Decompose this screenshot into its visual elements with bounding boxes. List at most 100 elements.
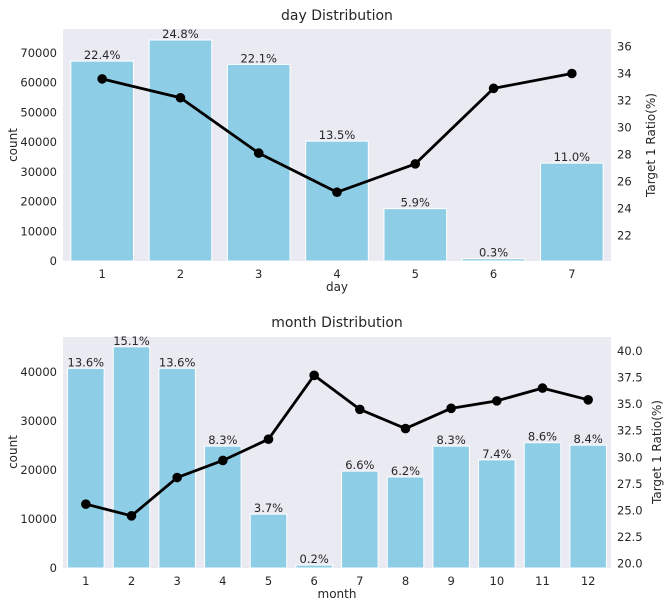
month-bar-label: 3.7% xyxy=(254,501,283,515)
month-plot-area xyxy=(63,337,611,568)
day-y-tick-label: 50000 xyxy=(20,105,57,119)
month-x-tick-label: 6 xyxy=(311,574,318,588)
month-bar-label: 0.2% xyxy=(300,552,329,566)
day-bar-label: 24.8% xyxy=(162,27,199,41)
day-ratio-point xyxy=(410,159,421,169)
month-bar-label: 8.6% xyxy=(528,430,557,444)
day-x-tick-label: 4 xyxy=(333,267,340,281)
day-y2-axis-label: Target 1 Ratio(%) xyxy=(644,93,658,198)
day-y-tick-label: 0 xyxy=(50,254,57,268)
month-y2-axis-label: Target 1 Ratio(%) xyxy=(650,400,664,505)
day-bar-label: 22.1% xyxy=(240,51,277,65)
day-y-tick-label: 60000 xyxy=(20,76,57,90)
month-bar xyxy=(295,564,333,569)
day-y-ticks: 0 10000 20000 30000 40000 50000 60000 70000 xyxy=(20,46,57,268)
month-bar-label: 13.6% xyxy=(68,355,105,369)
day-ratio-point xyxy=(332,187,342,198)
day-y2-tick-label: 32 xyxy=(617,93,632,107)
month-ratio-point xyxy=(492,396,502,406)
month-bar xyxy=(112,346,151,569)
day-x-tick-label: 1 xyxy=(98,267,105,281)
month-x-ticks: 1 2 3 4 5 6 7 8 9 10 11 12 xyxy=(82,574,595,588)
month-y2-tick-label: 35.0 xyxy=(617,397,643,411)
day-y-tick-label: 10000 xyxy=(20,224,57,238)
month-x-tick-label: 12 xyxy=(581,574,596,588)
month-x-tick-label: 10 xyxy=(490,574,505,588)
month-ratio-line-path xyxy=(85,373,589,518)
month-y2-tick-label: 25.0 xyxy=(617,504,643,518)
month-bar-label: 7.4% xyxy=(482,447,511,461)
month-y-tick-label: 0 xyxy=(50,561,57,575)
month-y2-tick-label: 30.0 xyxy=(617,450,643,464)
month-y2-tick-label: 32.5 xyxy=(617,424,643,438)
month-ratio-point xyxy=(583,395,593,405)
month-ratio-point xyxy=(446,403,456,414)
day-bar-labels: 22.4% 24.8% 22.1% 13.5% 5.9% 0.3% 11.0% xyxy=(84,27,590,260)
day-ratio-point xyxy=(253,148,264,158)
day-y2-tick-label: 30 xyxy=(617,120,632,134)
month-ratio-point xyxy=(537,383,548,393)
day-bar-label: 5.9% xyxy=(401,196,430,210)
month-bar xyxy=(341,470,379,569)
day-y2-tick-label: 36 xyxy=(617,40,632,54)
month-y2-tick-label: 37.5 xyxy=(617,370,643,384)
day-ratio-point xyxy=(567,68,577,79)
month-chart-title: month Distribution xyxy=(271,315,403,331)
day-bar-label: 13.5% xyxy=(319,128,356,142)
month-bar-label: 6.2% xyxy=(391,464,420,478)
month-bar-label: 15.1% xyxy=(113,334,150,348)
month-ratio-point xyxy=(172,472,182,483)
month-bar xyxy=(432,445,470,569)
month-y-tick-label: 40000 xyxy=(20,365,57,379)
day-y2-ticks: 22 24 26 28 30 32 34 36 xyxy=(617,40,632,243)
month-ratio-point xyxy=(400,423,411,434)
month-ratio-point xyxy=(309,370,319,381)
month-x-tick-label: 7 xyxy=(356,574,363,588)
day-y2-tick-label: 28 xyxy=(617,147,632,161)
month-y-tick-label: 10000 xyxy=(20,512,57,526)
day-ratio-line xyxy=(97,68,577,198)
day-bar-label: 0.3% xyxy=(479,246,508,260)
month-x-tick-label: 2 xyxy=(128,574,135,588)
month-chart-panel: month Distribution month count Target 1 … xyxy=(6,315,664,601)
month-bars xyxy=(67,346,607,569)
month-y2-tick-label: 40.0 xyxy=(617,344,643,358)
month-x-tick-label: 8 xyxy=(402,574,409,588)
day-bar xyxy=(305,140,369,262)
month-x-tick-label: 5 xyxy=(265,574,272,588)
day-bar xyxy=(383,208,448,262)
day-bar xyxy=(540,162,604,262)
day-y-tick-label: 70000 xyxy=(20,46,57,60)
month-y2-tick-label: 22.5 xyxy=(617,530,643,544)
month-x-tick-label: 11 xyxy=(535,574,550,588)
month-y2-ticks: 20.0 22.5 25.0 27.5 30.0 32.5 35.0 37.5 40.0 xyxy=(617,344,643,571)
day-y2-tick-label: 24 xyxy=(617,201,632,215)
day-ratio-point xyxy=(97,74,107,84)
day-ratio-point xyxy=(488,83,499,94)
day-x-tick-label: 7 xyxy=(568,267,575,281)
month-bar-label: 13.6% xyxy=(159,355,196,369)
day-y2-tick-label: 22 xyxy=(617,228,632,242)
month-bar xyxy=(67,367,105,569)
day-y-tick-label: 20000 xyxy=(20,195,57,209)
day-x-tick-label: 6 xyxy=(490,267,497,281)
month-x-axis-label: month xyxy=(318,587,357,601)
day-y-axis-label: count xyxy=(6,128,20,162)
month-y2-tick-label: 20.0 xyxy=(617,557,643,571)
day-ratio-point xyxy=(175,92,186,103)
month-bar xyxy=(158,367,196,569)
month-bar-label: 8.3% xyxy=(208,433,237,447)
month-y-ticks: 0 10000 20000 30000 40000 xyxy=(20,365,57,575)
month-ratio-line xyxy=(81,370,593,521)
month-y-tick-label: 30000 xyxy=(20,414,57,428)
day-x-tick-label: 5 xyxy=(412,267,419,281)
month-ratio-point xyxy=(263,434,274,444)
day-x-axis-label: day xyxy=(326,280,348,294)
month-x-tick-label: 9 xyxy=(448,574,455,588)
day-bar-label: 22.4% xyxy=(84,48,121,62)
month-ratio-point xyxy=(355,404,365,415)
day-y-tick-label: 40000 xyxy=(20,135,57,149)
day-y-tick-label: 30000 xyxy=(20,165,57,179)
day-y2-tick-label: 34 xyxy=(617,67,632,81)
